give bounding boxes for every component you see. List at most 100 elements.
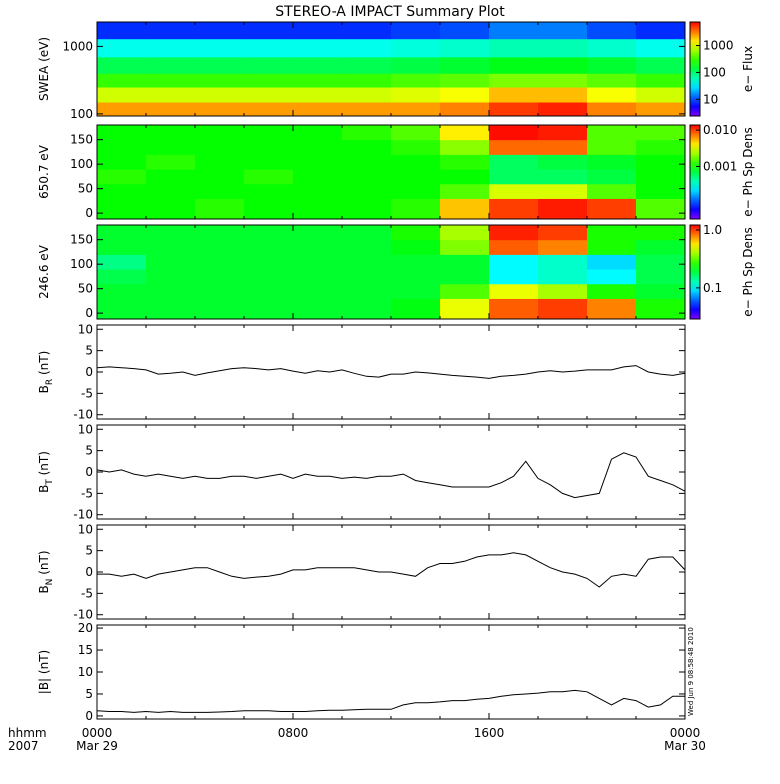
y-label-symbol: B	[37, 585, 51, 593]
heatmap-cell	[293, 101, 343, 116]
line-series	[97, 689, 685, 713]
heatmap-cell	[293, 198, 343, 219]
heatmap-cell	[538, 22, 588, 40]
panel: 1.0 0.1 e− Ph Sp Dens 0 50 100 150 246.6 eV	[37, 223, 755, 320]
heatmap-cell	[489, 73, 539, 88]
heatmap-cell	[587, 239, 637, 255]
timestamp: Wed Jun 9 08:58:48 2010	[687, 627, 695, 716]
line-series	[97, 365, 685, 379]
plot-frame	[96, 624, 686, 720]
heatmap-cell	[97, 56, 147, 74]
heatmap-cell	[636, 125, 685, 141]
plot-frame	[96, 324, 686, 420]
heatmap-cell	[636, 283, 685, 299]
heatmap-cell	[538, 125, 588, 141]
heatmap-cell	[440, 101, 490, 116]
heatmap-cell	[342, 22, 392, 40]
heatmap-cell	[587, 298, 637, 319]
heatmap-cell	[391, 298, 441, 319]
heatmap-cell	[146, 154, 196, 170]
heatmap-cell	[538, 101, 588, 116]
heatmap-cell	[489, 283, 539, 299]
heatmap-cell	[440, 87, 490, 103]
colorbar-label: e− Ph Sp Dens	[741, 227, 755, 316]
heatmap-cell	[440, 125, 490, 141]
heatmap-cell	[195, 87, 245, 103]
heatmap-cell	[391, 169, 441, 185]
heatmap-cell	[146, 283, 196, 299]
heatmap-cell	[538, 298, 588, 319]
heatmap-cell	[244, 73, 294, 88]
heatmap-cell	[195, 125, 245, 141]
heatmap-cell	[538, 183, 588, 199]
heatmap-cell	[440, 169, 490, 185]
heatmap-cell	[244, 254, 294, 270]
heatmap-cell	[97, 73, 147, 88]
heatmap-cell	[244, 239, 294, 255]
panel: 0.001 0.010 e− Ph Sp Dens 0 50 100 150 650.7 eV	[37, 123, 755, 220]
heatmap-cell	[440, 56, 490, 74]
heatmap	[97, 22, 685, 116]
heatmap-cell	[440, 154, 490, 170]
heatmap-cell	[195, 225, 245, 241]
heatmap-cell	[391, 22, 441, 40]
x-tick-label: 0800	[278, 726, 309, 740]
heatmap-cell	[636, 101, 685, 116]
heatmap-cell	[538, 38, 588, 58]
heatmap-cell	[342, 56, 392, 74]
x-tick-label: 0000	[670, 726, 701, 740]
colorbar-tick-label: 0.001	[703, 159, 737, 173]
heatmap-cell	[97, 125, 147, 141]
heatmap-cell	[146, 239, 196, 255]
heatmap-cell	[244, 183, 294, 199]
heatmap-cell	[293, 154, 343, 170]
heatmap-cell	[293, 169, 343, 185]
y-label-unit: (nT)	[37, 451, 51, 479]
heatmap-cell	[636, 169, 685, 185]
heatmap-cell	[587, 101, 637, 116]
heatmap-cell	[342, 183, 392, 199]
heatmap-cell	[489, 154, 539, 170]
plot-title: STEREO-A IMPACT Summary Plot	[275, 4, 505, 20]
heatmap-cell	[587, 183, 637, 199]
heatmap-cell	[440, 139, 490, 155]
heatmap-cell	[146, 225, 196, 241]
line-series	[97, 552, 685, 588]
heatmap-cell	[440, 38, 490, 58]
y-tick-label: 100	[70, 257, 93, 271]
x-year-label: 2007	[8, 739, 39, 753]
heatmap-cell	[587, 225, 637, 241]
heatmap-cell	[342, 87, 392, 103]
y-axis-label: BT (nT)	[37, 451, 55, 493]
heatmap-cell	[489, 56, 539, 74]
heatmap-cell	[146, 38, 196, 58]
heatmap-cell	[244, 125, 294, 141]
heatmap-cell	[636, 239, 685, 255]
heatmap-cell	[244, 87, 294, 103]
heatmap-cell	[538, 73, 588, 88]
heatmap-cell	[391, 87, 441, 103]
heatmap-cell	[587, 22, 637, 40]
y-axis-label: |B| (nT)	[37, 650, 51, 694]
y-axis-label: BN (nT)	[37, 550, 55, 593]
heatmap-cell	[97, 101, 147, 116]
heatmap-cell	[293, 87, 343, 103]
heatmap-cell	[587, 38, 637, 58]
heatmap-cell	[146, 169, 196, 185]
heatmap-cell	[440, 183, 490, 199]
heatmap-cell	[489, 239, 539, 255]
heatmap-cell	[587, 125, 637, 141]
y-tick-label: 150	[70, 233, 93, 247]
heatmap-cell	[489, 101, 539, 116]
heatmap-cell	[440, 283, 490, 299]
heatmap-cell	[587, 169, 637, 185]
y-tick-label: 1000	[62, 39, 93, 53]
heatmap-cell	[146, 56, 196, 74]
heatmap-cell	[587, 254, 637, 270]
heatmap-cell	[244, 139, 294, 155]
heatmap-cell	[489, 139, 539, 155]
line-series	[97, 452, 685, 499]
heatmap-cell	[293, 298, 343, 319]
heatmap-cell	[342, 38, 392, 58]
colorbar	[689, 21, 701, 117]
